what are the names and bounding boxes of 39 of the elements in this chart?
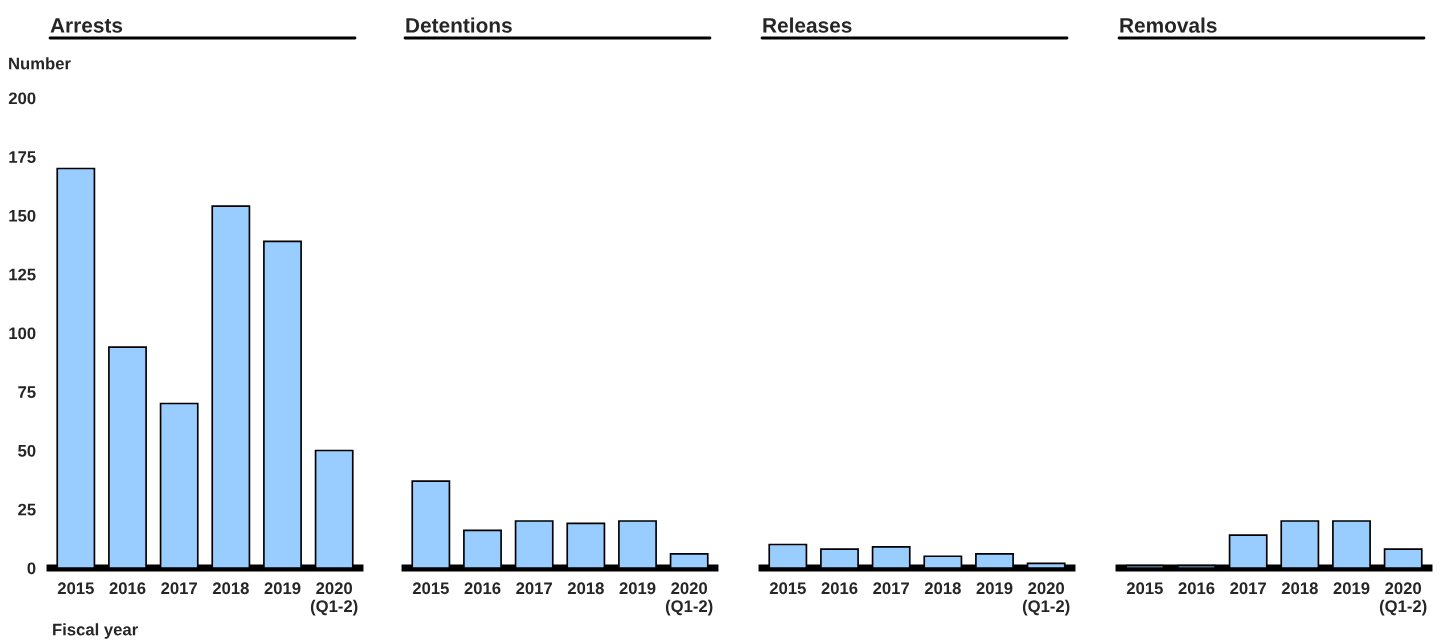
x-tick-label: 2017 bbox=[161, 582, 197, 595]
y-tick-label: 50 bbox=[18, 444, 36, 457]
x-axis-title: Fiscal year bbox=[53, 623, 138, 639]
y-axis-title: Number bbox=[9, 57, 71, 70]
chart-title: Releases bbox=[763, 17, 852, 33]
x-tick-label: 2015 bbox=[769, 582, 806, 595]
x-tick-label: 2015 bbox=[412, 582, 449, 595]
y-tick-label: 75 bbox=[18, 386, 36, 398]
x-tick-label: 2016 bbox=[464, 582, 501, 595]
x-tick-label: 2019 bbox=[1333, 582, 1370, 595]
x-tick-label: 2020 (Q1-2) bbox=[1022, 582, 1070, 616]
x-tick-label: 2020 (Q1-2) bbox=[310, 582, 358, 616]
chart-title: Detentions bbox=[406, 17, 512, 33]
x-tick-label: 2020 (Q1-2) bbox=[1379, 582, 1427, 616]
x-tick-label: 2017 bbox=[516, 582, 552, 595]
y-tick-label: 200 bbox=[8, 92, 36, 105]
x-tick-label: 2015 bbox=[57, 582, 94, 595]
y-tick-label: 25 bbox=[18, 503, 36, 516]
x-tick-label: 2016 bbox=[1178, 582, 1215, 595]
x-tick-label: 2019 bbox=[264, 582, 301, 595]
x-tick-label: 2018 bbox=[567, 582, 604, 595]
chart-title: Arrests bbox=[50, 18, 123, 33]
x-tick-label: 2019 bbox=[976, 582, 1013, 595]
x-tick-label: 2017 bbox=[873, 582, 909, 595]
x-tick-label: 2018 bbox=[924, 582, 961, 595]
x-tick-label: 2017 bbox=[1230, 582, 1266, 595]
chart-title: Removals bbox=[1120, 17, 1217, 33]
x-tick-label: 2018 bbox=[212, 582, 249, 595]
x-tick-label: 2016 bbox=[109, 582, 146, 595]
x-tick-label: 2016 bbox=[821, 582, 858, 595]
x-tick-label: 2018 bbox=[1281, 582, 1318, 595]
x-tick-label: 2015 bbox=[1126, 582, 1163, 595]
y-tick-label: 150 bbox=[9, 209, 36, 222]
y-tick-label: 100 bbox=[9, 327, 36, 340]
x-tick-label: 2020 (Q1-2) bbox=[665, 582, 713, 616]
y-tick-label: 125 bbox=[9, 268, 36, 281]
x-tick-label: 2019 bbox=[619, 582, 656, 595]
y-tick-label: 175 bbox=[9, 151, 36, 163]
y-tick-label: 0 bbox=[27, 562, 36, 575]
